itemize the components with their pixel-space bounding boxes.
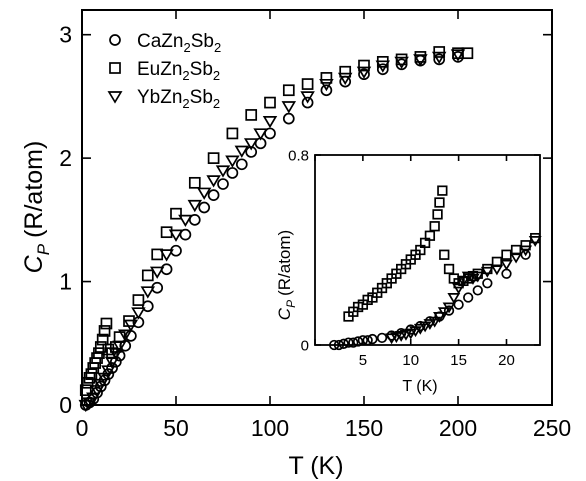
legend-label-cazn2sb2: CaZn2Sb2: [137, 31, 221, 55]
inset-y-axis-label-symbol: C: [275, 307, 294, 320]
legend-circle-marker: [110, 35, 120, 45]
x-tick-label: 150: [345, 415, 383, 441]
data-point-circle: [209, 190, 219, 200]
data-point-square: [190, 178, 200, 188]
y-tick-label: 0: [59, 392, 72, 418]
y-axis-label-symbol: C: [20, 254, 48, 273]
x-tick-label: 0: [76, 415, 89, 441]
legend-triangle-marker: [109, 92, 121, 102]
x-tick-label: 250: [533, 415, 571, 441]
inset-y-axis-label-unit: (R/atom): [275, 230, 294, 296]
data-point-circle: [237, 159, 247, 169]
data-point-square: [265, 98, 275, 108]
x-axis-label: T (K): [288, 452, 343, 480]
legend: CaZn2Sb2 EuZn2Sb2 YbZn2Sb2: [109, 31, 221, 111]
data-point-square: [303, 79, 313, 89]
data-point-circle: [284, 114, 294, 124]
legend-square-marker: [110, 63, 120, 73]
data-point-circle: [143, 301, 153, 311]
x-tick-label: 5: [359, 352, 367, 369]
data-point-square: [227, 128, 237, 138]
legend-entry-cazn2sb2: CaZn2Sb2: [110, 31, 221, 55]
data-point-square: [171, 209, 181, 219]
data-point-circle: [227, 168, 237, 178]
legend-label-ybzn2sb2: YbZn2Sb2: [137, 87, 220, 111]
data-point-square: [143, 270, 153, 280]
data-point-circle: [218, 179, 228, 189]
data-point-circle: [199, 203, 209, 213]
x-tick-label: 10: [402, 352, 419, 369]
x-tick-label: 200: [439, 415, 477, 441]
x-tick-label: 15: [450, 352, 467, 369]
data-point-triangle-down: [264, 117, 276, 127]
legend-entry-ybzn2sb2: YbZn2Sb2: [109, 87, 220, 111]
inset-y-axis-label: CP (R/atom): [275, 230, 298, 320]
data-point-triangle-down: [283, 102, 295, 112]
y-tick-label: 1: [59, 269, 72, 295]
legend-label-euzn2sb2: EuZn2Sb2: [137, 59, 220, 83]
data-point-square: [209, 153, 219, 163]
data-point-square: [321, 73, 331, 83]
y-axis-label: CP (R/atom): [20, 141, 53, 274]
y-tick-label: 2: [59, 145, 72, 171]
data-point-square: [246, 110, 256, 120]
x-tick-label: 20: [498, 352, 515, 369]
data-point-square: [133, 295, 143, 305]
y-tick-label: 0.8: [288, 147, 309, 164]
x-tick-label: 100: [251, 415, 289, 441]
data-point-circle: [162, 264, 172, 274]
y-tick-label: 3: [59, 22, 72, 48]
y-axis-label-subscript: P: [34, 243, 53, 255]
data-point-square: [340, 67, 350, 77]
x-tick-label: 50: [163, 415, 189, 441]
y-axis-label-unit: (R/atom): [20, 141, 48, 238]
legend-entry-euzn2sb2: EuZn2Sb2: [110, 59, 220, 83]
y-tick-label: 0: [301, 337, 309, 354]
data-point-square: [162, 227, 172, 237]
inset-x-axis-label: T (K): [402, 378, 437, 395]
data-point-square: [284, 85, 294, 95]
inset-y-axis-label-subscript: P: [284, 300, 298, 308]
